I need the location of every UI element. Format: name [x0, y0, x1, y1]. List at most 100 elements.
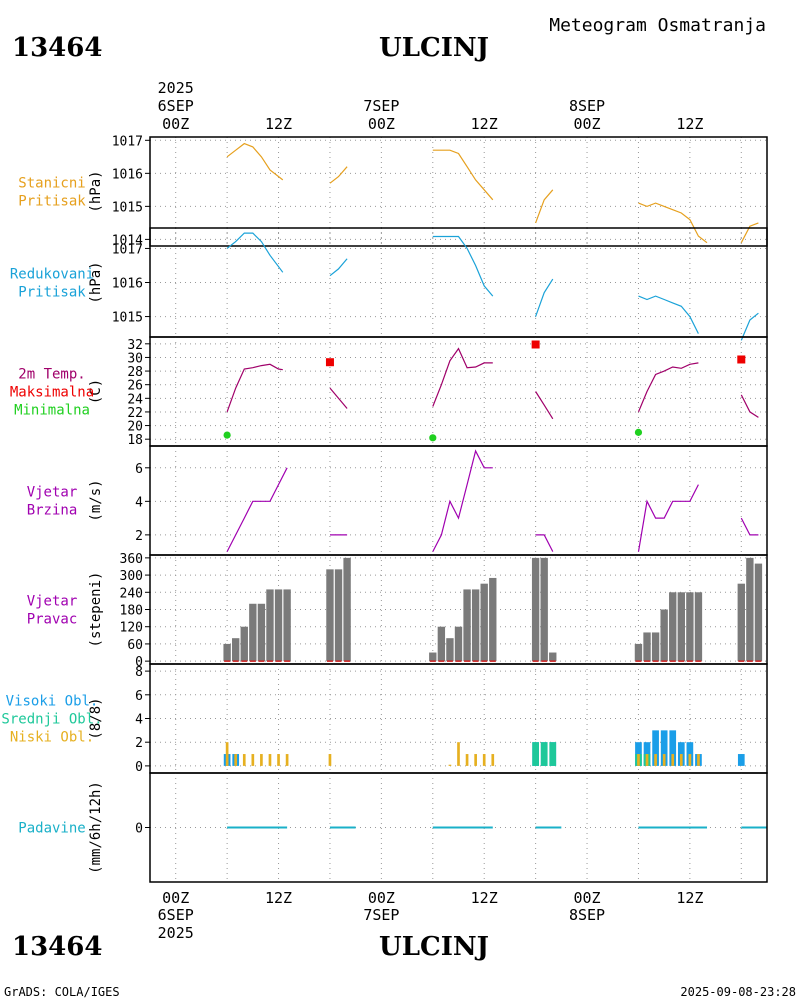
y-tick-label: 180 — [120, 604, 143, 619]
panel-label: Niski Obl. — [10, 730, 94, 746]
footer-station-name: ULCINJ — [379, 932, 489, 962]
low-cloud-bar — [251, 754, 255, 766]
y-tick-label: 6 — [135, 689, 143, 704]
y-tick-label: 28 — [127, 365, 143, 380]
panel-frame — [149, 445, 768, 556]
panel-label: 2m Temp. — [18, 367, 85, 383]
credit-text: GrADS: COLA/IGES — [4, 985, 120, 999]
bottom-time-label: 00Z — [573, 889, 600, 907]
y-axis-label: (mm/6h/12h) — [88, 781, 104, 874]
low-cloud-bar — [448, 764, 452, 766]
y-tick-label: 6 — [135, 462, 143, 477]
panel-label: Brzina — [27, 503, 78, 519]
max-temp-marker — [737, 355, 746, 364]
wind-direction-bar — [489, 577, 497, 662]
bottom-time-label: 12Z — [471, 889, 498, 907]
y-tick-label: 0 — [135, 655, 143, 670]
footer-station-id: 13464 — [12, 932, 102, 962]
panel-label: Stanicni — [18, 176, 85, 192]
low-cloud-bar — [225, 742, 229, 766]
bottom-day-label: 6SEP — [158, 906, 194, 924]
wind-direction-bar — [651, 632, 660, 662]
low-cloud-bar — [285, 754, 289, 766]
wind-direction-bar — [669, 592, 677, 662]
y-tick-label: 360 — [120, 552, 143, 567]
wind-direction-bar — [232, 638, 240, 662]
wind-direction-bar — [737, 583, 745, 662]
wind-direction-bar — [549, 652, 557, 662]
y-tick-label: 120 — [120, 621, 143, 636]
top-time-label: 00Z — [162, 115, 189, 133]
high-cloud-bar — [669, 730, 677, 766]
wind-direction-bar — [437, 626, 446, 662]
top-year-label: 2025 — [158, 79, 194, 97]
wind-direction-bar — [643, 632, 651, 662]
series-line — [740, 517, 759, 536]
y-tick-label: 1014 — [112, 233, 143, 248]
panel-station-pressure: 1014 1015 1016 1017 (hPa)Stanicni Pritisak — [18, 134, 768, 248]
low-cloud-bar — [268, 754, 272, 766]
y-tick-label: 32 — [127, 338, 143, 353]
y-tick-label: 1015 — [112, 311, 143, 326]
series-line — [535, 278, 554, 317]
low-cloud-bar — [277, 754, 280, 766]
header-station-id: 13464 — [12, 33, 102, 63]
wind-direction-bar — [283, 589, 291, 662]
panel-wind-direction: 0 60 120 180 240 300 360 (stepeni) Vjetar Pravac — [27, 552, 768, 670]
series-line — [329, 387, 348, 409]
series-line — [226, 142, 284, 181]
wind-direction-bar — [249, 603, 257, 662]
panel-label: Vjetar — [27, 594, 78, 610]
y-tick-label: 18 — [127, 433, 143, 448]
low-cloud-bar — [654, 754, 657, 766]
wind-direction-bar — [660, 609, 668, 662]
bottom-time-label: 12Z — [676, 889, 703, 907]
y-tick-label: 30 — [127, 351, 143, 366]
series-line — [329, 258, 348, 277]
low-cloud-bar — [474, 754, 477, 766]
min-temp-marker — [429, 434, 437, 442]
series-line — [226, 232, 284, 273]
y-axis-label: (hPa) — [88, 170, 104, 212]
low-cloud-bar — [465, 754, 469, 766]
panel-frame — [149, 336, 768, 447]
low-cloud-bar — [482, 754, 486, 766]
wind-direction-bar — [343, 557, 351, 662]
top-day-label: 7SEP — [363, 97, 399, 115]
top-time-label: 00Z — [573, 115, 600, 133]
bottom-time-axis: 00Z 12Z 00Z 12Z 00Z 12Z 6SEP 7SEP 8SEP 2025 — [158, 889, 704, 942]
panel-label: Pritisak — [18, 194, 86, 210]
panel-reduced-pressure: 1015 1016 1017 (hPa)Redukovani Pritisak — [10, 227, 768, 341]
panel-label: Maksimalna — [10, 385, 94, 401]
product-title: Meteogram Osmatranja — [549, 15, 766, 36]
y-axis-label: (8/8) — [88, 697, 104, 739]
y-tick-label: 1016 — [112, 167, 143, 182]
wind-direction-bar — [754, 563, 763, 662]
low-cloud-bar — [697, 754, 700, 766]
low-cloud-bar — [242, 754, 246, 766]
series-line — [535, 534, 554, 552]
panel-label: Redukovani — [10, 267, 94, 283]
max-temp-marker — [531, 340, 540, 349]
y-tick-label: 26 — [127, 379, 143, 394]
min-temp-marker — [634, 428, 643, 436]
y-axis-label: (hPa) — [88, 261, 104, 303]
bottom-time-label: 00Z — [162, 889, 189, 907]
high-cloud-bar — [652, 730, 659, 766]
y-tick-label: 1017 — [112, 242, 143, 257]
top-time-label: 12Z — [471, 115, 498, 133]
top-day-label: 6SEP — [158, 97, 194, 115]
series-line — [638, 295, 699, 334]
series-line — [432, 149, 494, 201]
mid-cloud-bar — [532, 742, 539, 766]
low-cloud-bar — [688, 754, 692, 766]
y-tick-label: 24 — [127, 392, 143, 407]
high-cloud-bar — [660, 730, 668, 766]
low-cloud-bar — [328, 754, 332, 766]
wind-direction-bar — [240, 626, 248, 662]
top-time-label: 00Z — [368, 115, 395, 133]
wind-direction-bar — [274, 589, 283, 662]
wind-direction-bar — [454, 626, 463, 662]
mid-cloud-bar — [549, 742, 557, 766]
